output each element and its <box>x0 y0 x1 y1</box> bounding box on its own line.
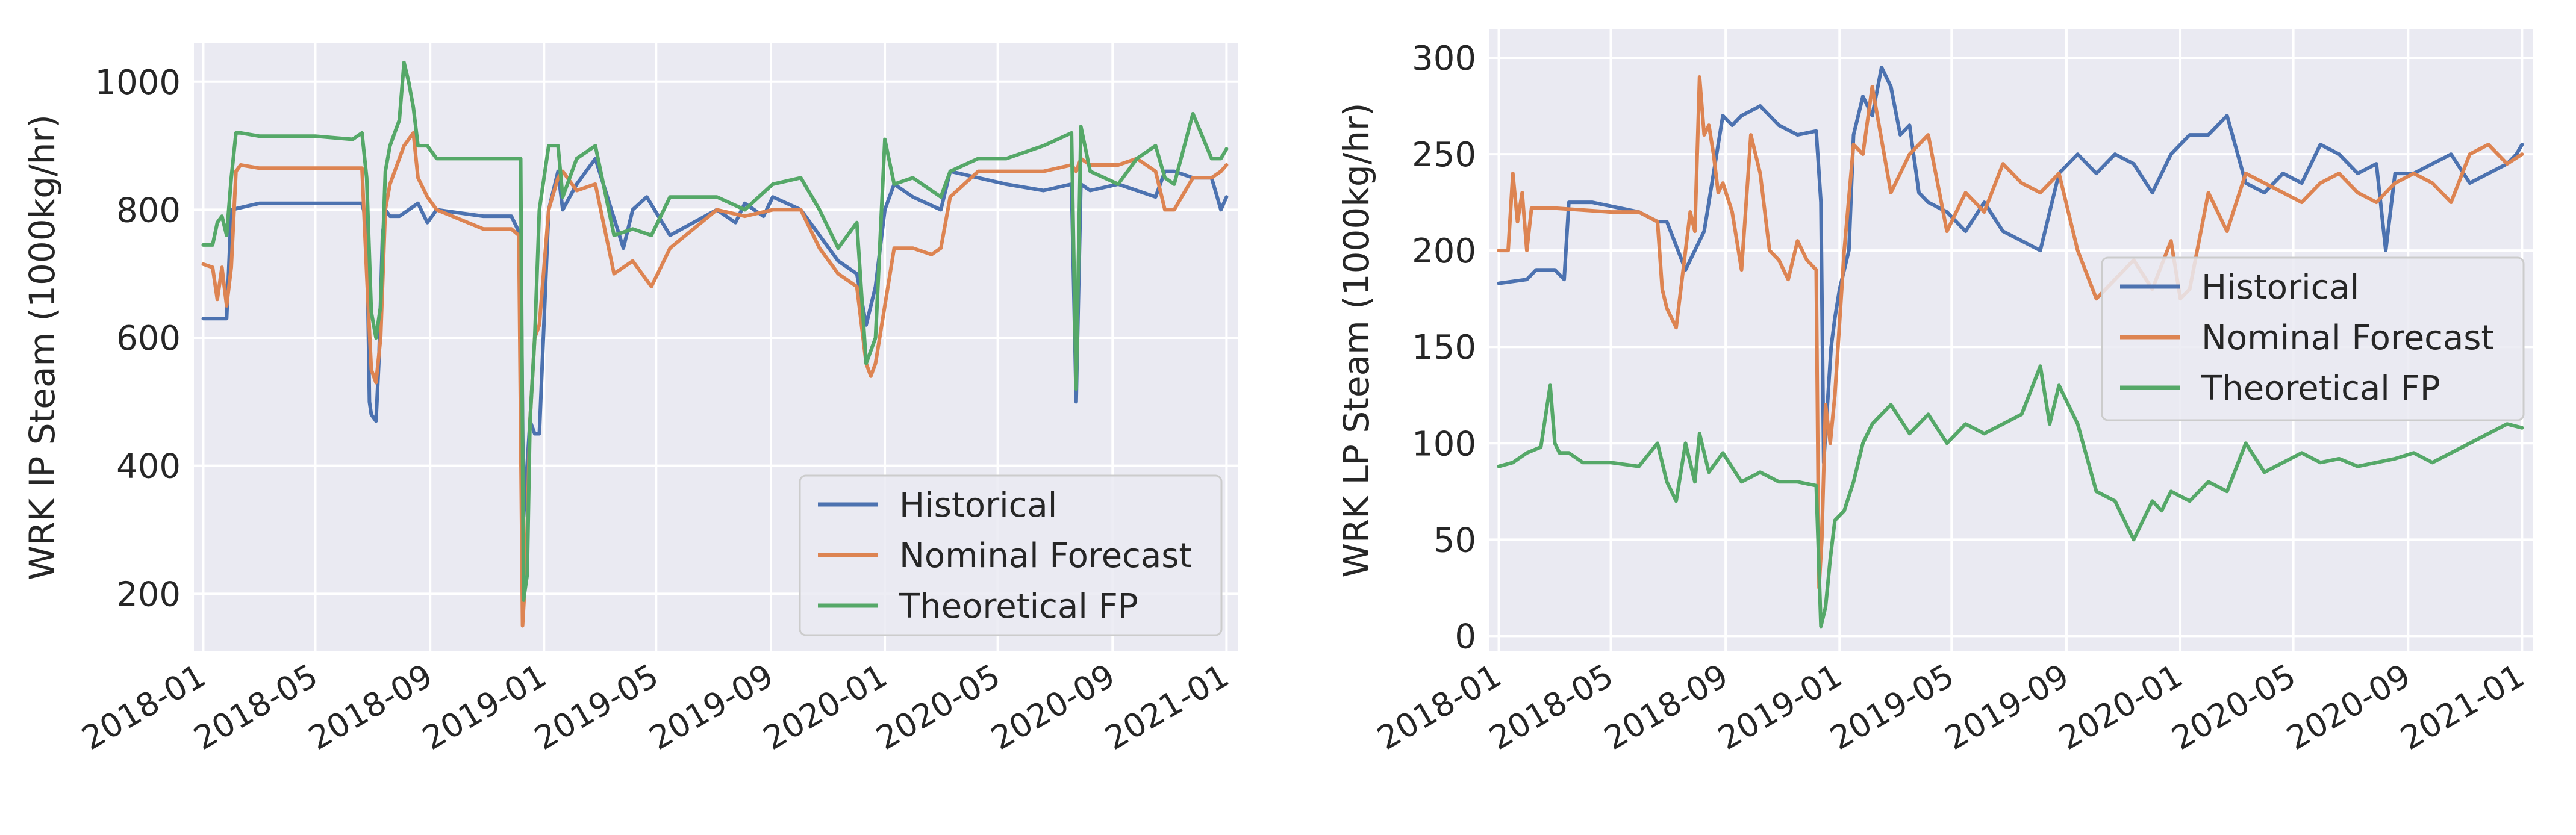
series-line-theoretical-fp <box>1497 364 2524 629</box>
x-tick-label: 2020-05 <box>870 657 1006 757</box>
left-legend-box <box>799 474 1223 636</box>
left-x-axis-ticks: 2018-012018-052018-092019-012019-052019-… <box>75 657 1235 757</box>
y-tick-label: 200 <box>1412 232 1476 271</box>
x-tick-label: 2018-01 <box>75 657 212 757</box>
x-tick-label: 2020-01 <box>2053 657 2189 757</box>
x-tick-label: 2020-09 <box>2280 657 2417 757</box>
x-tick-label: 2019-09 <box>643 657 780 757</box>
left-legend: Historical Nominal Forecast Theoretical … <box>799 474 1223 636</box>
x-tick-label: 2021-01 <box>1099 657 1235 757</box>
right-chart-lp-steam: 0 50 100 150 200 250 300 2018-012018-052018-09… <box>1336 29 2533 757</box>
left-legend-label-historical: Historical <box>899 486 1057 525</box>
x-tick-label: 2021-01 <box>2394 657 2531 757</box>
left-series-lines <box>201 60 1229 628</box>
series-line-theoretical-fp <box>201 60 1229 602</box>
x-tick-label: 2019-09 <box>1939 657 2075 757</box>
x-tick-label: 2019-01 <box>1712 657 1848 757</box>
left-legend-label-theoretical-fp: Theoretical FP <box>899 587 1138 626</box>
left-y-axis-ticks: 200 400 600 800 1000 <box>95 63 181 615</box>
y-tick-label: 250 <box>1412 135 1476 175</box>
y-tick-label: 100 <box>1412 424 1476 464</box>
series-line-historical <box>1497 66 2524 465</box>
right-legend-label-historical: Historical <box>2201 268 2359 307</box>
y-tick-label: 300 <box>1412 39 1476 78</box>
y-tick-label: 50 <box>1433 521 1476 560</box>
y-tick-label: 800 <box>116 191 181 230</box>
x-tick-label: 2018-01 <box>1371 657 1508 757</box>
x-tick-label: 2018-05 <box>1483 657 1620 757</box>
x-tick-label: 2018-09 <box>302 657 439 757</box>
y-tick-label: 600 <box>116 319 181 358</box>
right-x-axis-ticks: 2018-012018-052018-092019-012019-052019-… <box>1371 657 2531 757</box>
x-tick-label: 2019-05 <box>528 657 665 757</box>
y-tick-label: 400 <box>116 447 181 486</box>
right-y-axis-label: WRK LP Steam (1000kg/hr) <box>1336 103 1377 578</box>
right-y-axis-ticks: 0 50 100 150 200 250 300 <box>1412 39 1476 656</box>
left-legend-label-nominal-forecast: Nominal Forecast <box>899 536 1192 576</box>
right-legend: Historical Nominal Forecast Theoretical … <box>2101 256 2525 421</box>
right-series-lines <box>1497 66 2524 629</box>
right-legend-label-theoretical-fp: Theoretical FP <box>2201 369 2440 408</box>
left-y-axis-label: WRK IP Steam (1000kg/hr) <box>22 114 63 580</box>
x-tick-label: 2020-09 <box>985 657 1121 757</box>
x-tick-label: 2019-01 <box>416 657 553 757</box>
right-grid <box>1489 29 2533 651</box>
y-tick-label: 1000 <box>95 63 181 102</box>
x-tick-label: 2019-05 <box>1824 657 1960 757</box>
y-tick-label: 200 <box>116 575 181 614</box>
x-tick-label: 2020-05 <box>2165 657 2302 757</box>
x-tick-label: 2020-01 <box>757 657 894 757</box>
series-line-nominal-forecast <box>1497 75 2524 590</box>
x-tick-label: 2018-09 <box>1598 657 1735 757</box>
right-legend-label-nominal-forecast: Nominal Forecast <box>2201 318 2494 358</box>
y-tick-label: 0 <box>1455 617 1476 656</box>
right-legend-box <box>2101 256 2525 421</box>
y-tick-label: 150 <box>1412 328 1476 367</box>
x-tick-label: 2018-05 <box>187 657 324 757</box>
